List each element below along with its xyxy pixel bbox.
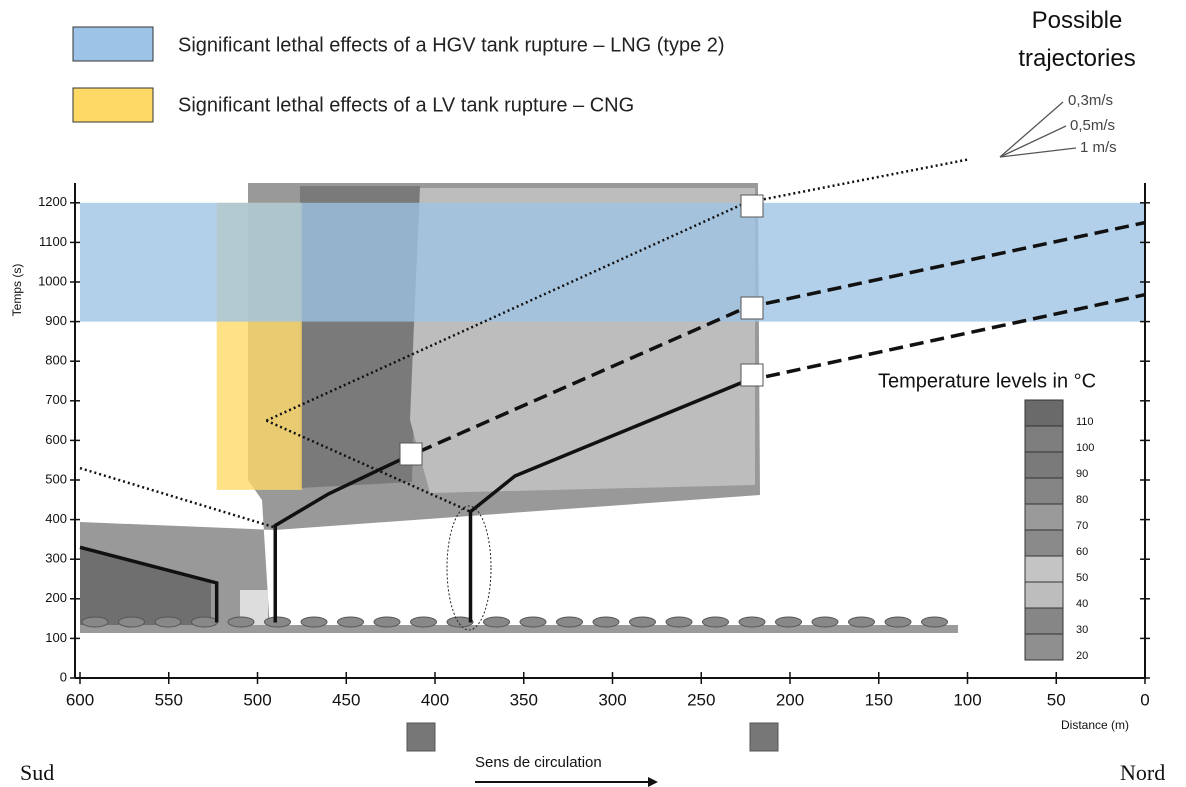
car	[228, 617, 254, 627]
x-tick-label: 350	[510, 690, 538, 709]
colorbar-cell	[1025, 556, 1063, 582]
car	[849, 617, 875, 627]
car	[374, 617, 400, 627]
car	[338, 617, 364, 627]
y-tick-label: 1000	[38, 273, 67, 288]
y-tick-label: 700	[45, 392, 67, 407]
speed-pointers	[1000, 102, 1076, 157]
colorbar-cell	[1025, 452, 1063, 478]
colorbar-label: 80	[1076, 494, 1088, 506]
pointer	[1000, 148, 1076, 157]
colorbar-label: 70	[1076, 520, 1088, 532]
legend-label: Significant lethal effects of a LV tank …	[178, 94, 634, 116]
legend-swatch	[73, 27, 153, 61]
car	[885, 617, 911, 627]
y-tick-label: 900	[45, 313, 67, 328]
car	[630, 617, 656, 627]
x-axis-label: Distance (m)	[1061, 718, 1129, 732]
car	[812, 617, 838, 627]
x-tick-label: 400	[421, 690, 449, 709]
y-tick-label: 600	[45, 432, 67, 447]
x-tick-label: 100	[953, 690, 981, 709]
legend-swatch	[73, 88, 153, 122]
arrow-head	[648, 777, 658, 787]
colorbar-label: 20	[1076, 650, 1088, 662]
car	[82, 617, 108, 627]
legend-label: Significant lethal effects of a HGV tank…	[178, 34, 725, 56]
colorbar-label: 60	[1076, 546, 1088, 558]
x-tick-label: 600	[66, 690, 94, 709]
exit-sign	[750, 723, 778, 751]
car	[703, 617, 729, 627]
y-tick-label: 800	[45, 353, 67, 368]
page: {"chart_data":{"type":"trajectory", "ban…	[0, 0, 1186, 787]
x-tick-label: 300	[598, 690, 626, 709]
x-tick-label: 0	[1140, 690, 1149, 709]
speed-label: 1 m/s	[1080, 139, 1117, 156]
exit-sign	[407, 723, 435, 751]
colorbar-label: 110	[1076, 416, 1094, 428]
pointer	[1000, 102, 1063, 157]
x-tick-label: 550	[155, 690, 183, 709]
exit-marker	[400, 443, 422, 465]
colorbar-cell	[1025, 504, 1063, 530]
colorbar-label: 30	[1076, 624, 1088, 636]
y-tick-label: 400	[45, 511, 67, 526]
y-tick-label: 1100	[39, 234, 67, 249]
car	[265, 617, 291, 627]
x-tick-label: 150	[865, 690, 893, 709]
north-label: Nord	[1120, 760, 1165, 785]
car	[520, 617, 546, 627]
y-tick-label: 1200	[38, 194, 67, 209]
car	[666, 617, 692, 627]
y-tick-label: 100	[45, 630, 67, 645]
car	[119, 617, 145, 627]
car	[192, 617, 218, 627]
y-tick-label: 500	[45, 471, 67, 486]
car	[155, 617, 181, 627]
car	[557, 617, 583, 627]
pointer	[1000, 126, 1066, 157]
colorbar-cell	[1025, 530, 1063, 556]
car	[922, 617, 948, 627]
exit-marker	[741, 195, 763, 217]
car	[301, 617, 327, 627]
colorbar-label: 100	[1076, 442, 1094, 454]
chart: 6005505004504003503002502001501005000100…	[0, 0, 1186, 787]
south-label: Sud	[20, 760, 54, 785]
colorbar-label: 50	[1076, 572, 1088, 584]
car	[739, 617, 765, 627]
y-tick-label: 0	[60, 669, 67, 684]
colorbar-cell	[1025, 608, 1063, 634]
x-tick-label: 500	[243, 690, 271, 709]
colorbar-cell	[1025, 478, 1063, 504]
colorbar-cell	[1025, 400, 1063, 426]
colorbar-title: Temperature levels in °C	[878, 370, 1096, 392]
y-tick-label: 200	[45, 590, 67, 605]
x-tick-label: 250	[687, 690, 715, 709]
colorbar-label: 90	[1076, 468, 1088, 480]
x-tick-label: 200	[776, 690, 804, 709]
x-tick-label: 450	[332, 690, 360, 709]
y-tick-label: 300	[45, 551, 67, 566]
y-axis-label: Temps (s)	[10, 264, 24, 317]
direction-label: Sens de circulation	[475, 754, 602, 771]
colorbar-cell	[1025, 426, 1063, 452]
colorbar-cell	[1025, 634, 1063, 660]
speed-label: 0,5m/s	[1070, 117, 1115, 134]
exit-marker	[741, 364, 763, 386]
x-tick-label: 50	[1047, 690, 1066, 709]
colorbar-cell	[1025, 582, 1063, 608]
car	[776, 617, 802, 627]
car	[484, 617, 510, 627]
car	[593, 617, 619, 627]
trajectories-title: Possibletrajectories	[1018, 7, 1135, 72]
colorbar-label: 40	[1076, 598, 1088, 610]
exit-marker	[741, 297, 763, 319]
speed-label: 0,3m/s	[1068, 92, 1113, 109]
car	[411, 617, 437, 627]
